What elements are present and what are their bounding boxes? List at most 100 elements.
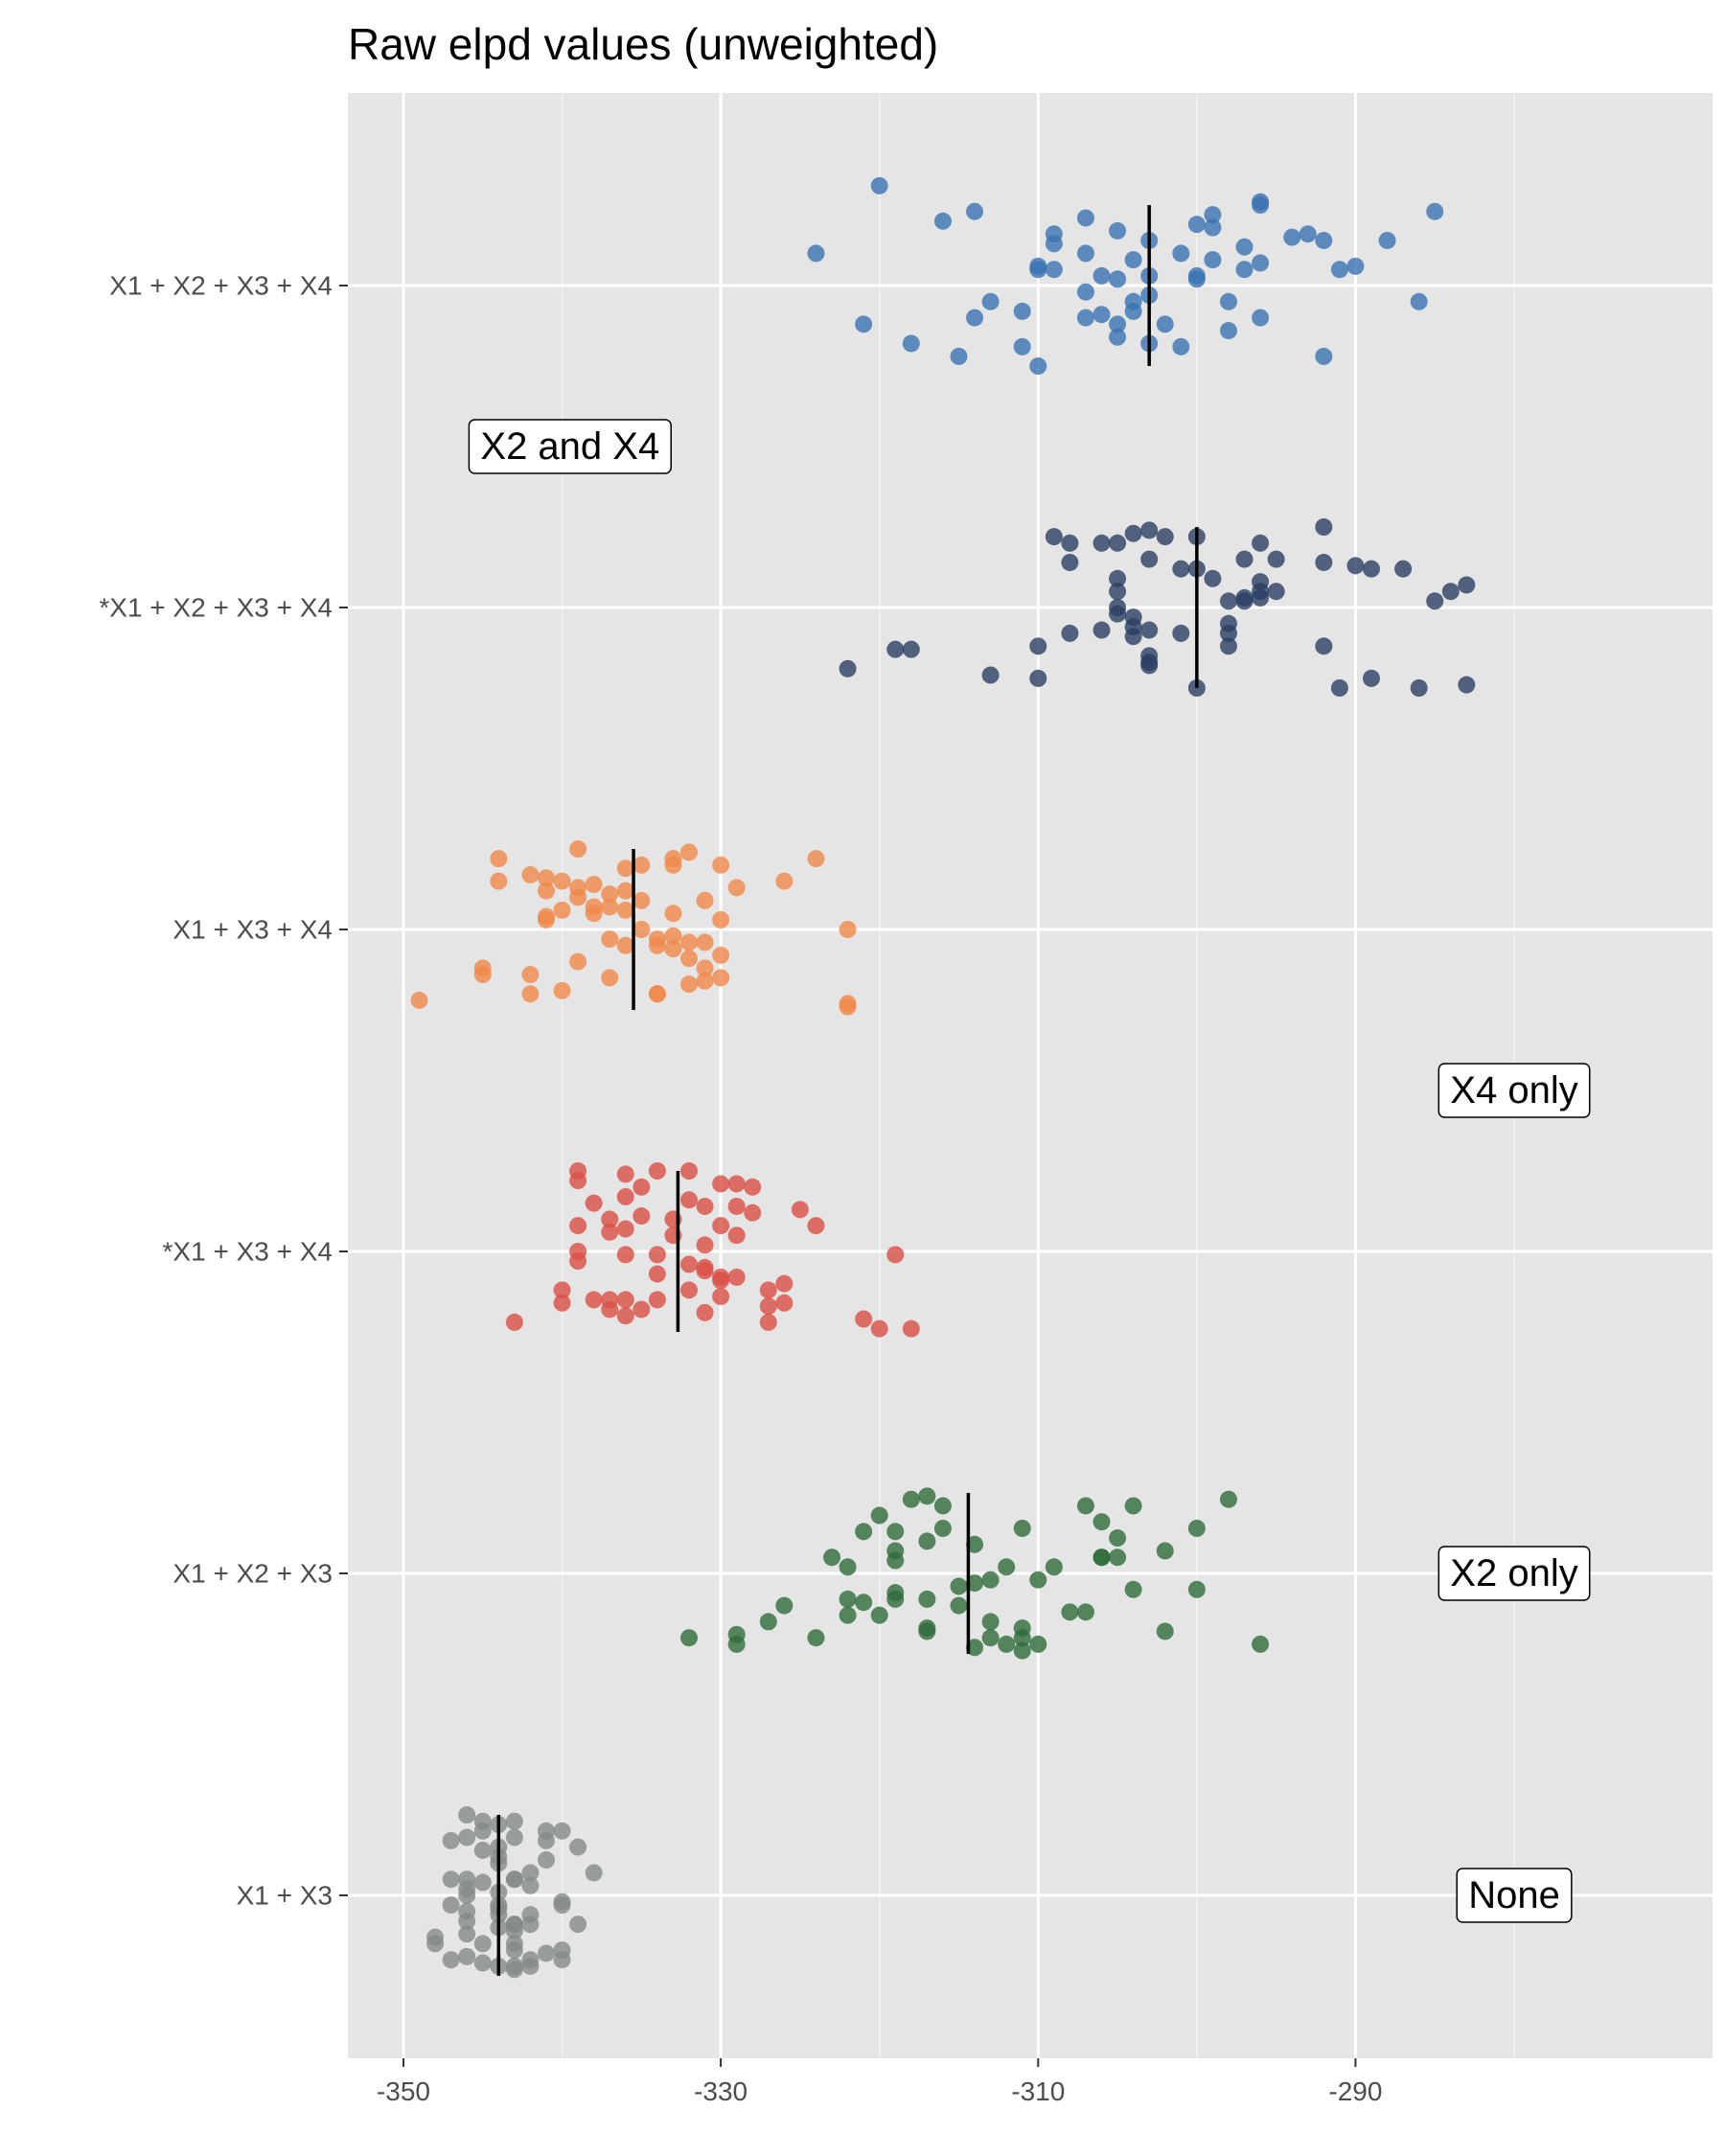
data-point bbox=[1315, 637, 1333, 655]
y-tick-label: X1 + X3 bbox=[237, 1881, 333, 1911]
data-point bbox=[1346, 557, 1365, 575]
data-point bbox=[727, 1227, 746, 1245]
data-point bbox=[1252, 254, 1270, 272]
data-point bbox=[458, 1828, 476, 1846]
data-point bbox=[1124, 251, 1142, 269]
data-point bbox=[1092, 306, 1111, 324]
data-point bbox=[1076, 1497, 1094, 1515]
data-point bbox=[1410, 679, 1428, 697]
data-point bbox=[1235, 592, 1254, 610]
data-point bbox=[1330, 261, 1348, 279]
data-point bbox=[791, 1201, 809, 1219]
data-point bbox=[473, 1935, 492, 1953]
data-point bbox=[616, 936, 634, 954]
data-point bbox=[1045, 528, 1063, 546]
data-point bbox=[1029, 1571, 1047, 1589]
data-point bbox=[886, 1246, 905, 1264]
data-point bbox=[648, 1246, 666, 1264]
data-point bbox=[727, 1197, 746, 1215]
data-point bbox=[1029, 357, 1047, 375]
data-point bbox=[616, 1187, 634, 1205]
y-tick-label: X1 + X2 + X3 + X4 bbox=[109, 271, 333, 301]
data-point bbox=[712, 910, 730, 929]
data-point bbox=[918, 1532, 936, 1550]
data-point bbox=[966, 202, 984, 220]
data-point bbox=[1013, 337, 1031, 356]
data-point bbox=[1267, 550, 1285, 568]
data-point bbox=[490, 850, 508, 868]
annotation-label: None bbox=[1456, 1868, 1573, 1923]
data-point bbox=[458, 1925, 476, 1943]
data-point bbox=[839, 659, 857, 677]
data-point bbox=[1109, 1548, 1127, 1567]
data-point bbox=[537, 1944, 555, 1962]
data-point bbox=[1172, 560, 1190, 578]
data-point bbox=[1109, 569, 1127, 587]
data-point bbox=[616, 860, 634, 878]
data-point bbox=[966, 1535, 984, 1553]
data-point bbox=[585, 1864, 603, 1882]
data-point bbox=[696, 972, 714, 990]
data-point bbox=[1204, 251, 1222, 269]
data-point bbox=[473, 1954, 492, 1972]
data-point bbox=[1219, 1490, 1237, 1508]
data-point bbox=[521, 985, 540, 1003]
data-point bbox=[1140, 521, 1159, 539]
data-point bbox=[696, 933, 714, 952]
x-tick-label: -350 bbox=[377, 2076, 430, 2106]
data-point bbox=[886, 1584, 905, 1602]
data-point bbox=[664, 927, 682, 945]
data-point bbox=[601, 930, 619, 949]
data-point bbox=[886, 640, 905, 658]
data-point bbox=[902, 334, 920, 353]
data-point bbox=[521, 865, 540, 883]
data-point bbox=[664, 940, 682, 958]
data-point bbox=[1109, 315, 1127, 333]
data-point bbox=[569, 1172, 587, 1190]
data-point bbox=[442, 1951, 460, 1969]
data-point bbox=[1029, 637, 1047, 655]
data-point bbox=[1267, 583, 1285, 601]
data-point bbox=[775, 1274, 794, 1293]
data-point bbox=[537, 869, 555, 887]
data-point bbox=[1283, 228, 1301, 246]
data-point bbox=[1061, 624, 1079, 642]
data-point bbox=[601, 1291, 619, 1309]
data-point bbox=[553, 1281, 571, 1299]
data-point bbox=[1172, 244, 1190, 263]
series-group bbox=[426, 1806, 603, 1979]
data-point bbox=[680, 950, 698, 968]
data-point bbox=[601, 1223, 619, 1241]
data-point bbox=[981, 1629, 1000, 1647]
data-point bbox=[998, 1558, 1016, 1576]
data-point bbox=[1219, 637, 1237, 655]
annotation-label: X4 only bbox=[1438, 1063, 1591, 1118]
data-point bbox=[712, 1288, 730, 1306]
data-point bbox=[585, 1194, 603, 1212]
data-point bbox=[648, 1265, 666, 1283]
data-point bbox=[490, 872, 508, 890]
data-point bbox=[1029, 669, 1047, 687]
data-point bbox=[950, 1577, 968, 1595]
data-point bbox=[759, 1281, 777, 1299]
data-point bbox=[1013, 1629, 1031, 1647]
data-point bbox=[981, 1571, 1000, 1589]
data-point bbox=[1204, 206, 1222, 224]
data-point bbox=[521, 1957, 540, 1975]
data-point bbox=[473, 966, 492, 984]
annotation-box bbox=[1438, 1063, 1591, 1118]
data-point bbox=[505, 1313, 523, 1331]
data-point bbox=[1363, 669, 1380, 687]
data-point bbox=[712, 856, 730, 874]
data-point bbox=[839, 1606, 857, 1624]
data-point bbox=[1204, 218, 1222, 237]
data-point bbox=[998, 1635, 1016, 1653]
data-point bbox=[569, 840, 587, 858]
data-point bbox=[680, 843, 698, 861]
series-group bbox=[680, 1487, 1270, 1660]
data-point bbox=[569, 888, 587, 906]
data-point bbox=[744, 1178, 762, 1196]
annotation-text: X2 only bbox=[1450, 1552, 1577, 1594]
y-tick-label: X1 + X2 + X3 bbox=[172, 1559, 333, 1589]
data-point bbox=[648, 936, 666, 954]
